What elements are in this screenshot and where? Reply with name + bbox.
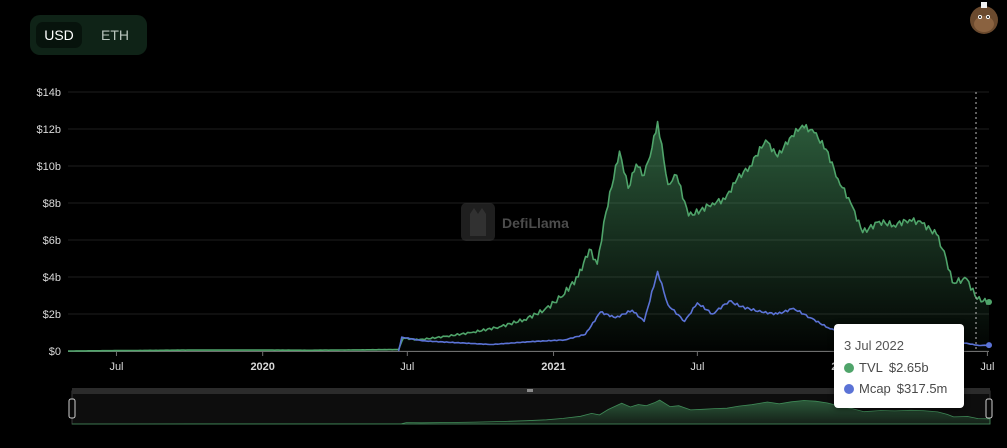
currency-toggle: USD ETH [30,15,147,55]
tvl-area [68,121,989,351]
mcap-dot-icon [844,384,854,394]
tooltip-row-mcap: Mcap $317.5m [844,381,947,396]
brush-grip-icon[interactable] [527,389,533,392]
tvl-dot-icon [844,363,854,373]
tooltip-row-tvl: TVL $2.65b [844,360,929,375]
tooltip-tvl-value: $2.65b [888,360,929,375]
eth-toggle-button[interactable]: ETH [101,27,129,43]
tooltip-mcap-value: $317.5m [896,381,948,396]
x-tick-label: Jul [400,361,414,373]
brush-right-handle[interactable] [985,398,993,419]
x-tick-label: Jul [109,361,123,373]
tooltip-date: 3 Jul 2022 [844,338,904,353]
llama-avatar-icon[interactable] [966,0,1002,36]
usd-toggle-button[interactable]: USD [36,22,82,48]
y-tick-label: $14b [37,87,61,99]
y-tick-label: $12b [37,124,61,136]
y-tick-label: $4b [43,272,61,284]
defillama-watermark: DefiLlama [461,203,569,241]
tooltip-mcap-label: Mcap [859,381,891,396]
y-tick-label: $0 [49,346,61,358]
x-tick-label: 2020 [250,361,274,373]
x-tick-label: Jul [980,361,994,373]
y-tick-label: $8b [43,198,61,210]
tvl-series-line [68,120,990,352]
y-tick-label: $10b [37,161,61,173]
chart-tooltip: 3 Jul 2022 TVL $2.65b Mcap $317.5m [834,324,964,408]
tooltip-tvl-label: TVL [859,360,883,375]
x-tick-label: Jul [690,361,704,373]
y-tick-label: $6b [43,235,61,247]
watermark-text: DefiLlama [502,215,569,231]
y-tick-label: $2b [43,309,61,321]
x-tick-label: 2021 [541,361,565,373]
y-axis-ticks: $0 $2b $4b $6b $8b $10b $12b $14b [37,87,61,358]
brush-mini-area [72,399,991,425]
brush-left-handle[interactable] [68,398,76,419]
mcap-point [986,342,992,349]
tvl-point [986,298,992,305]
